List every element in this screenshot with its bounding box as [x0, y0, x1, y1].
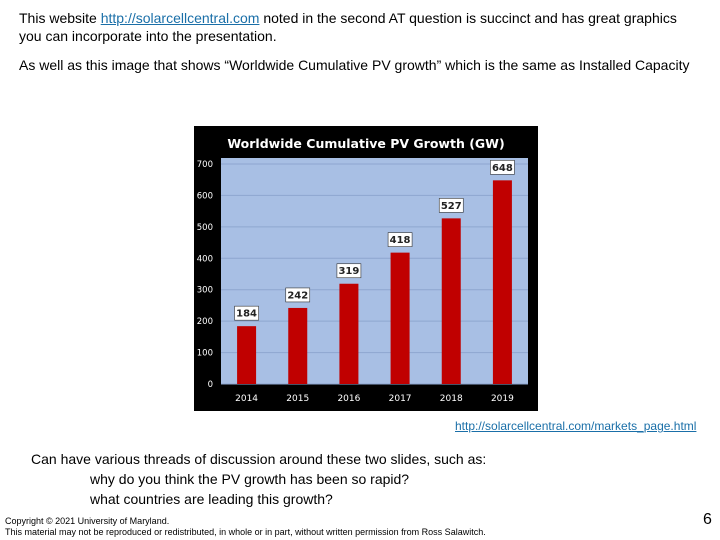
y-axis-ticks: 0 100 200 300 400 500 600 700: [197, 160, 213, 390]
x-tick-label: 2014: [235, 394, 258, 404]
image-description-paragraph: As well as this image that shows “Worldw…: [19, 57, 690, 73]
y-tick-label: 100: [197, 349, 213, 359]
discussion-question-1: why do you think the PV growth has been …: [90, 471, 410, 487]
intro-paragraph: This website http://solarcellcentral.com…: [19, 9, 677, 45]
data-label: 648: [492, 163, 513, 174]
data-label-box: [234, 305, 259, 321]
bar: [492, 180, 512, 384]
data-label: 184: [236, 309, 257, 320]
bar: [441, 218, 461, 384]
chart-title: Worldwide Cumulative PV Growth (GW): [227, 136, 504, 151]
markets-page-link[interactable]: http://solarcellcentral.com/markets_page…: [455, 419, 697, 433]
data-label-box: [438, 198, 464, 213]
x-tick-label: 2015: [286, 394, 309, 404]
intro-text-start: This website: [19, 10, 101, 26]
data-label: 242: [287, 290, 308, 301]
pv-growth-chart: Worldwide Cumulative PV Growth (GW) 0 100…: [194, 126, 538, 411]
discussion-question-2: what countries are leading this growth?: [90, 491, 333, 507]
gridlines: [221, 163, 528, 385]
y-tick-label: 500: [197, 223, 213, 233]
discussion-paragraph: Can have various threads of discussion a…: [31, 451, 487, 467]
x-axis-ticks: 2014 2015 2016 2017 2018 2019: [235, 394, 514, 404]
data-label-box: [285, 287, 311, 303]
copyright-line: Copyright © 2021 University of Maryland.: [5, 516, 170, 526]
copyright-footer: Copyright © 2021 University of Maryland.…: [5, 516, 486, 538]
reproduction-notice: This material may not be reproduced or r…: [5, 527, 486, 537]
data-label: 418: [390, 235, 411, 246]
y-tick-label: 400: [197, 254, 213, 264]
y-tick-label: 700: [197, 160, 213, 170]
y-tick-label: 0: [208, 380, 213, 390]
data-label: 319: [338, 266, 359, 277]
bar: [390, 252, 410, 384]
plot-area: [221, 158, 528, 384]
x-tick-label: 2018: [440, 394, 463, 404]
intro-text-line2: you can incorporate into the presentatio…: [19, 28, 277, 44]
data-label: 527: [441, 201, 462, 212]
x-tick-label: 2016: [337, 394, 360, 404]
bar: [339, 283, 359, 384]
bars: 184 242 319 418 527 648: [234, 160, 515, 384]
bar: [288, 307, 308, 384]
y-tick-label: 200: [197, 317, 213, 327]
data-label-box: [387, 232, 413, 247]
bar: [237, 326, 257, 384]
x-tick-label: 2017: [389, 394, 412, 404]
intro-text-end: noted in the second AT question is succi…: [259, 10, 677, 26]
data-label-box: [490, 160, 515, 175]
pv-growth-chart-svg: Worldwide Cumulative PV Growth (GW) 0 100…: [197, 136, 528, 404]
data-label-box: [336, 263, 362, 279]
page-number: 6: [703, 511, 712, 528]
y-tick-label: 300: [197, 286, 213, 296]
solarcellcentral-link[interactable]: http://solarcellcentral.com: [100, 10, 260, 26]
y-tick-label: 600: [197, 191, 213, 201]
x-tick-label: 2019: [491, 394, 514, 404]
